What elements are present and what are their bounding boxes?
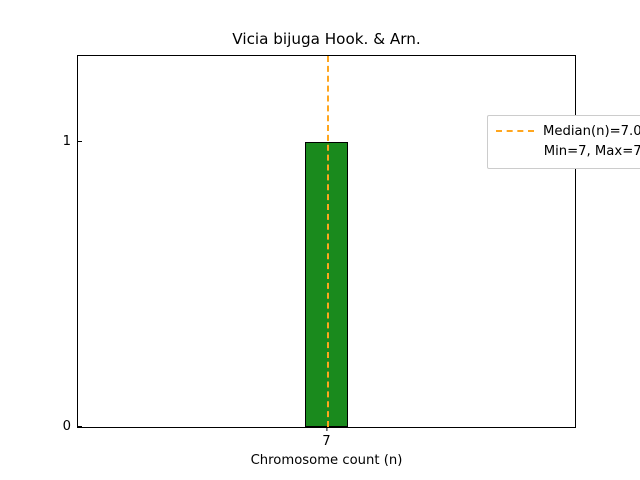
legend-label-minmax: Min=7, Max=7 — [543, 144, 640, 159]
median-line — [326, 56, 329, 427]
legend-item-minmax: Min=7, Max=7 — [544, 141, 640, 162]
legend-item-median: Median(n)=7.0 — [496, 121, 640, 141]
ytick-0-label: 0 — [62, 419, 71, 434]
xtick-7-mark — [325, 427, 328, 432]
chart-legend: Median(n)=7.0 Min=7, Max=7 — [487, 115, 640, 169]
xtick-7-label: 7 — [322, 434, 331, 449]
bars-layer — [78, 56, 575, 427]
legend-label-median: Median(n)=7.0 — [543, 123, 640, 139]
ytick-0-mark — [78, 426, 83, 428]
x-axis-label: Chromosome count (n) — [250, 453, 403, 468]
chart-title: Vicia bijuga Hook. & Arn. — [232, 30, 421, 48]
ytick-1-label: 1 — [62, 133, 71, 149]
dashed-line-icon — [496, 130, 534, 132]
plot-area: 0 1 7 Median(n)=7.0 Min=7, Max=7 — [63, 55, 640, 449]
ytick-1-mark — [78, 140, 83, 142]
